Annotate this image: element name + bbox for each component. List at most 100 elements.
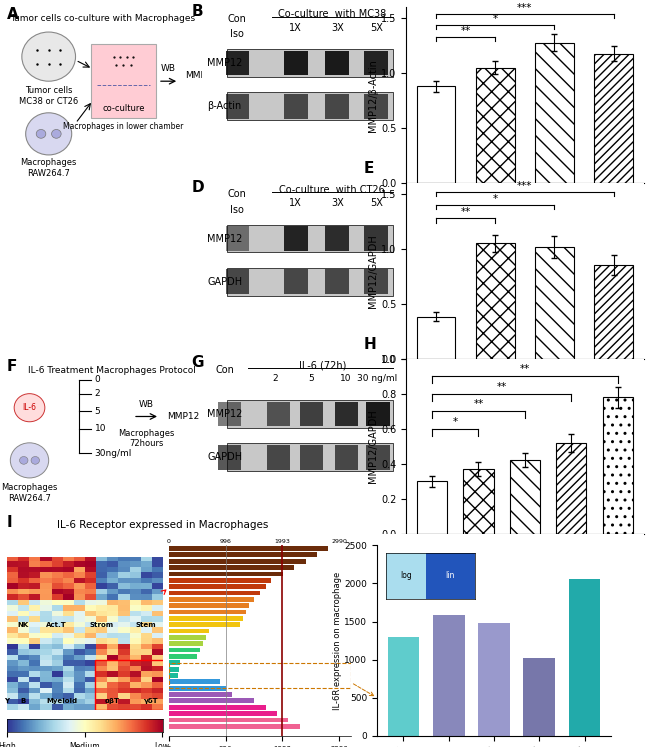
Bar <box>169 635 206 639</box>
Bar <box>169 711 277 716</box>
Bar <box>300 402 323 427</box>
Bar <box>569 579 601 736</box>
Bar <box>169 698 254 703</box>
Bar <box>169 660 181 665</box>
Bar <box>169 591 260 595</box>
Text: αβT: αβT <box>105 698 120 704</box>
Text: Macrophages in lower chamber: Macrophages in lower chamber <box>63 122 184 131</box>
Text: **: ** <box>497 382 507 392</box>
Bar <box>285 270 308 294</box>
Bar <box>169 663 351 688</box>
Text: 0: 0 <box>167 539 171 544</box>
Text: Con: Con <box>227 189 246 199</box>
Bar <box>335 445 359 470</box>
Bar <box>94 660 164 710</box>
Text: β-Actin: β-Actin <box>207 102 242 111</box>
Bar <box>556 443 586 534</box>
Bar <box>169 718 289 722</box>
Circle shape <box>31 456 40 464</box>
Text: NK: NK <box>18 622 29 627</box>
Text: 5X: 5X <box>370 199 383 208</box>
Text: IL-6: IL-6 <box>23 403 36 412</box>
Text: co-culture: co-culture <box>102 104 145 113</box>
Circle shape <box>36 129 46 138</box>
Bar <box>535 247 573 359</box>
Text: 2: 2 <box>95 389 100 398</box>
Text: MMP12: MMP12 <box>168 412 200 421</box>
FancyBboxPatch shape <box>91 44 156 118</box>
Bar <box>335 402 359 427</box>
Bar <box>364 270 387 294</box>
Bar <box>169 597 254 601</box>
Y-axis label: MMP12/GAPDH: MMP12/GAPDH <box>369 234 378 308</box>
Text: 5X: 5X <box>370 23 383 33</box>
Text: G: G <box>192 356 204 371</box>
Bar <box>169 578 272 583</box>
Circle shape <box>10 443 49 478</box>
Bar <box>476 68 515 183</box>
Text: 3X: 3X <box>332 199 344 208</box>
Text: *: * <box>493 14 498 24</box>
Text: Con: Con <box>227 13 246 24</box>
Text: B: B <box>21 698 26 704</box>
Text: 2: 2 <box>273 374 278 383</box>
Text: A: A <box>6 7 18 22</box>
Text: **: ** <box>461 26 471 36</box>
Bar <box>417 317 456 359</box>
Bar <box>226 51 250 75</box>
Bar <box>266 445 290 470</box>
Text: Macrophages
RAW264.7: Macrophages RAW264.7 <box>1 483 58 503</box>
Bar <box>535 43 573 183</box>
Text: **: ** <box>461 207 471 217</box>
Text: E: E <box>363 161 374 176</box>
Bar <box>169 648 200 652</box>
Text: MMP12: MMP12 <box>185 70 217 79</box>
Text: 3X: 3X <box>332 23 344 33</box>
Text: Stem: Stem <box>135 622 156 627</box>
Text: 2990: 2990 <box>331 539 347 544</box>
Text: 10: 10 <box>95 424 106 433</box>
Text: ***: *** <box>517 181 532 190</box>
Circle shape <box>20 456 28 464</box>
Text: Y: Y <box>4 698 9 704</box>
Text: Co-culture  with MC38: Co-culture with MC38 <box>278 9 386 19</box>
Bar <box>169 546 328 551</box>
Text: IL-6 (72h): IL-6 (72h) <box>299 360 346 370</box>
Text: WB: WB <box>161 64 176 73</box>
Bar <box>169 604 248 608</box>
Bar <box>367 402 389 427</box>
Text: **: ** <box>473 400 484 409</box>
Bar <box>169 642 203 646</box>
Bar <box>594 265 632 359</box>
Bar <box>169 584 266 589</box>
Text: 5: 5 <box>308 374 313 383</box>
Bar <box>169 667 179 672</box>
Text: 10: 10 <box>340 374 352 383</box>
Bar <box>226 270 250 294</box>
Bar <box>169 724 300 728</box>
Bar <box>169 686 226 690</box>
Text: 0: 0 <box>95 375 101 384</box>
Circle shape <box>51 129 61 138</box>
Text: Co-culture  with CT26: Co-culture with CT26 <box>280 185 385 194</box>
Text: IL-6 Treatment Macrophages Protocol: IL-6 Treatment Macrophages Protocol <box>28 365 196 374</box>
Bar <box>169 553 317 557</box>
Text: B: B <box>192 4 203 19</box>
Bar <box>226 94 250 119</box>
Text: Myeloid: Myeloid <box>47 698 78 704</box>
Text: D: D <box>192 180 204 195</box>
Text: 30 ng/ml: 30 ng/ml <box>357 374 397 383</box>
Text: *: * <box>493 194 498 204</box>
Text: I: I <box>6 515 12 530</box>
Bar <box>285 226 308 251</box>
Bar <box>364 94 387 119</box>
Bar <box>417 482 447 534</box>
Text: GAPDH: GAPDH <box>207 277 242 287</box>
Bar <box>169 565 294 570</box>
Bar <box>417 87 456 183</box>
Circle shape <box>22 32 75 81</box>
Text: IL-6 Receptor expressed in Macrophages: IL-6 Receptor expressed in Macrophages <box>57 520 269 530</box>
Bar <box>169 654 198 659</box>
Bar <box>325 51 348 75</box>
Bar <box>433 616 465 736</box>
